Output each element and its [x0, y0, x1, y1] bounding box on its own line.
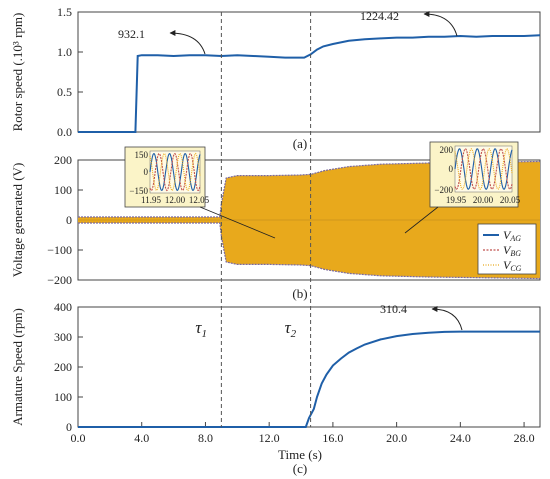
y-tick-label: 1.0 [57, 45, 72, 59]
panel-a-y-ticks: 0.0 0.5 1.0 1.5 [57, 5, 83, 139]
inset-2-ytick-1: 0 [449, 164, 454, 174]
panel-b: −200 −100 0 100 200 Voltage generated (V) (b… [10, 141, 541, 301]
y-tick-label: 0 [66, 213, 72, 227]
panel-b-ylabel: Voltage generated (V) [10, 163, 25, 278]
panel-b-inset-1: 150 0 −150 11.95 12.00 12.05 [124, 146, 276, 239]
phase-wave [454, 148, 513, 190]
panel-a: 0.00.51.01.5 Rotor speed (.10³ rpm) (a) … [10, 5, 541, 151]
x-tick-label: 20.0 [386, 431, 407, 445]
panel-c-xlabel: Time (s) [278, 447, 322, 462]
inset-1-xtick-1: 12.00 [165, 195, 186, 205]
y-tick-label: 400 [54, 300, 72, 314]
inset-1-xtick-0: 11.95 [141, 195, 161, 205]
panel-b-inset-2: 200 0 −200 19.95 20.00 20.05 [404, 141, 521, 234]
inset-1-ytick-0: 150 [135, 150, 149, 160]
panel-c-label: (c) [293, 461, 307, 476]
panel-a-annotation-1-arrow [169, 30, 206, 55]
inset-2-waves [454, 148, 513, 190]
panel-c: 0 100 200 300 400 0.0 4.0 8.0 12.0 16.0 20.0 24.0 2… [10, 300, 541, 476]
y-tick-label: 1.5 [57, 5, 72, 19]
inset-2-xtick-2: 20.05 [500, 195, 521, 205]
panel-c-plot [78, 330, 540, 428]
phase-wave [454, 148, 513, 190]
y-tick-label: 200 [54, 360, 72, 374]
x-tick-label: 12.0 [259, 431, 280, 445]
legend-box [477, 223, 537, 275]
inset-1-waves [149, 152, 201, 192]
inset-1-ytick-2: −150 [129, 186, 148, 196]
panel-c-annotation-1: 310.4 [380, 302, 407, 316]
y-tick-label: 100 [54, 390, 72, 404]
x-tick-label: 28.0 [514, 431, 535, 445]
panel-a-plot [78, 34, 541, 133]
event-markers: τ1 τ2 [195, 12, 312, 427]
series-line [78, 34, 541, 133]
envelope-upper-edge [78, 160, 541, 218]
panel-c-y-ticks: 0 100 200 300 400 [54, 300, 83, 434]
y-tick-label: 100 [54, 183, 72, 197]
panel-c-frame [77, 306, 541, 428]
y-tick-label: 0.5 [57, 85, 72, 99]
panel-c-ylabel: Armature Speed (rpm) [10, 308, 25, 426]
tau-1-label: τ1 [195, 318, 207, 340]
y-tick-label: −100 [47, 243, 72, 257]
panel-a-annotation-1: 932.1 [118, 27, 145, 41]
inset-2-ytick-2: −200 [434, 185, 453, 195]
inset-1-ytick-1: 0 [144, 167, 149, 177]
x-tick-label: 8.0 [198, 431, 213, 445]
panel-c-x-ticks: 0.0 4.0 8.0 12.0 16.0 20.0 24.0 28.0 [71, 422, 535, 445]
x-tick-label: 16.0 [322, 431, 343, 445]
phase-wave [454, 148, 513, 190]
y-tick-label: 200 [54, 153, 72, 167]
inset-2-pointer [404, 206, 439, 234]
series-line [78, 330, 540, 428]
panel-c-annotation-1-arrow [431, 306, 463, 331]
panel-a-annotation-2: 1224.42 [360, 9, 399, 23]
panel-b-legend: VAG VBG VCG [477, 223, 537, 275]
panel-a-label: (a) [293, 136, 307, 151]
inset-2-xtick-0: 19.95 [446, 195, 467, 205]
panel-b-plot [78, 160, 541, 280]
x-tick-label: 0.0 [71, 431, 86, 445]
phase-wave [149, 152, 201, 192]
panel-b-label: (b) [292, 286, 307, 301]
tau-2-label: τ2 [285, 318, 297, 340]
y-tick-label: 0 [66, 420, 72, 434]
inset-2-xtick-1: 20.00 [473, 195, 494, 205]
x-tick-label: 24.0 [450, 431, 471, 445]
panel-a-ylabel: Rotor speed (.10³ rpm) [10, 13, 25, 132]
phase-wave [149, 152, 201, 192]
panel-a-annotation-2-arrow [423, 11, 458, 37]
panel-a-frame [77, 11, 541, 133]
inset-1-xtick-2: 12.05 [189, 195, 210, 205]
phase-wave [149, 152, 201, 192]
inset-2-ytick-0: 200 [440, 145, 454, 155]
envelope-lower-edge [78, 222, 541, 280]
y-tick-label: −200 [47, 273, 72, 287]
x-tick-label: 4.0 [134, 431, 149, 445]
y-tick-label: 300 [54, 330, 72, 344]
y-tick-label: 0.0 [57, 125, 72, 139]
inset-1-pointer [199, 206, 276, 239]
